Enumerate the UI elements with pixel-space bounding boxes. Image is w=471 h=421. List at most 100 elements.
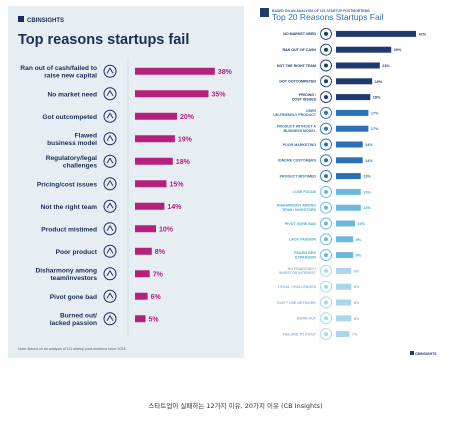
bar [336,141,363,148]
bar [336,299,352,306]
reason-icon [320,27,332,40]
category-label: Not the right team [41,204,98,211]
handshake-icon [103,87,117,101]
reason-icon [320,312,332,325]
category-label: PRICING / COST ISSUES [292,93,317,101]
star-rating-icon [103,244,117,258]
category-label: Disharmony among team/investors [35,267,97,282]
bar [135,315,146,323]
bar [135,157,173,165]
value-label: 14% [365,143,373,147]
category-label: DISHARMONY AMONG TEAM / INVESTORS [277,204,317,212]
bar-row: Not the right team 14% [41,199,182,213]
bar [135,292,148,300]
reason-icon [320,217,332,230]
bar [135,180,167,188]
bar [135,225,156,233]
bar [336,94,371,101]
value-label: 10% [159,226,174,233]
bar-row: PIVOT GONE BAD 10% [285,217,366,230]
category-label: POOR MARKETING [283,143,317,147]
bar-row: Ran out of cash/failed to raise new capit… [20,64,233,80]
bar-row: Regulatory/legal challenges 18% [46,154,191,170]
value-label: 7% [352,333,358,337]
bar-row: GOT OUTCOMPETED 19% [279,75,383,88]
category-label: IGNORE CUSTOMERS [278,159,317,163]
category-label: Ran out of cash/failed to raise new capit… [20,65,97,80]
chart-title: Top 20 Reasons Startups Fail [272,12,384,22]
cash-icon [103,64,117,78]
bar [336,283,352,290]
chart-header: BASED ON AN ANALYSIS OF 101 STARTUP POST… [260,8,384,22]
bar-row: PRODUCT WITHOUT A BUSINESS MODEL 17% [277,122,379,135]
chart-title: Top reasons startups fail [18,32,189,48]
value-label: 13% [363,175,371,179]
category-label: FAILURE TO PIVOT [283,332,317,336]
reason-icon [320,328,332,341]
category-label: Product mistimed [41,226,97,233]
category-label: NOT THE RIGHT TEAM [277,64,316,68]
reason-icon [320,264,332,277]
pivot-icon [103,289,117,303]
value-label: 14% [167,204,182,211]
category-label: NO FINANCING / INVESTOR INTEREST [279,267,317,275]
bar-row: Poor product 8% [56,244,166,258]
chart-note: Note: Based on an analysis of 111 startu… [18,347,127,351]
boxing-glove-icon [103,109,117,123]
clock-icon [103,222,117,236]
reason-icon [320,170,332,183]
value-label: 18% [373,96,381,100]
broken-link-icon [103,267,117,281]
bar [135,112,177,120]
value-label: 20% [180,114,195,121]
right-infographic: BASED ON AN ANALYSIS OF 101 STARTUP POST… [258,6,464,358]
value-label: 13% [363,206,371,210]
category-label: PIVOT GONE BAD [285,222,317,226]
value-label: 6% [151,294,162,301]
value-label: 18% [176,159,191,166]
category-label: Got outcompeted [42,114,97,121]
bar [336,220,356,227]
bar-row: No market need 35% [48,87,227,101]
reason-icon [320,43,332,56]
category-label: No market need [48,91,97,98]
bar-row: IGNORE CUSTOMERS 14% [278,154,373,167]
bar [336,331,350,338]
bar-row: Disharmony among team/investors 7% [35,267,164,282]
category-label: DON'T USE NETWORK [277,301,316,305]
bar-row: DON'T USE NETWORK 8% [277,296,360,309]
bar [336,267,352,274]
team-icon [103,199,117,213]
brand-name: CBINSIGHTS [415,352,437,356]
value-label: 17% [371,111,379,115]
value-label: 9% [356,254,362,258]
bar [135,202,165,210]
value-label: 15% [170,181,185,188]
value-label: 8% [354,317,360,321]
category-label: Regulatory/legal challenges [46,155,98,170]
bar-row: Got outcompeted 20% [42,109,195,123]
reason-icon [320,59,332,72]
bar [336,315,352,322]
category-label: USER UN-FRIENDLY PRODUCT [273,109,317,117]
bar [336,236,354,243]
bar [336,30,416,37]
sleep-icon [103,312,117,326]
right-chart: BASED ON AN ANALYSIS OF 101 STARTUP POST… [260,8,437,356]
reason-icon [320,249,332,262]
bar [135,67,215,75]
document-icon [103,132,117,146]
bar-row: FAILURE TO PIVOT 7% [283,328,358,341]
reason-icon [320,185,332,198]
category-label: Pivot gone bad [50,294,97,301]
bar [336,125,369,132]
bar-row: LACK PASSION 9% [289,233,362,246]
value-label: 7% [153,271,164,278]
left-chart: CBINSIGHTS Top reasons startups fail Ran o… [18,16,233,351]
bar-row: FAILED GEO EXPANSION 9% [294,249,362,262]
category-label: FAILED GEO EXPANSION [294,251,316,259]
category-label: LOSE FOCUS [293,190,317,194]
value-label: 35% [212,91,227,98]
category-label: Poor product [56,249,98,256]
left-infographic: CBINSIGHTS Top reasons startups fail Ran o… [8,6,244,358]
